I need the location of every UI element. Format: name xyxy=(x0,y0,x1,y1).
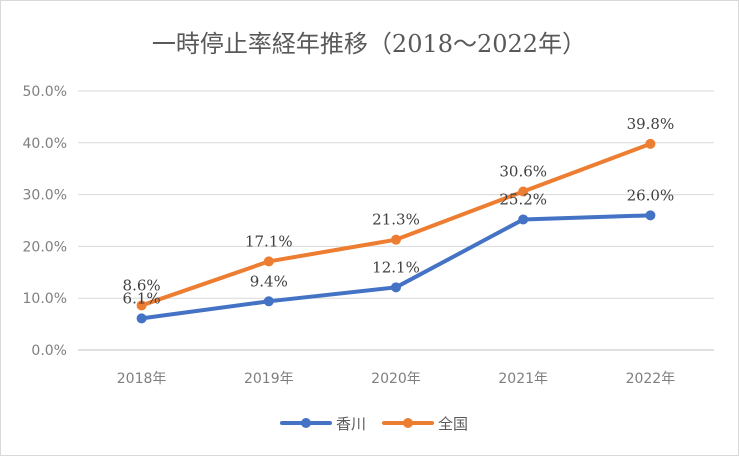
data-label-national: 39.8% xyxy=(627,115,675,133)
data-label-national: 21.3% xyxy=(372,211,420,229)
data-label-national: 30.6% xyxy=(499,162,547,180)
data-point-kagawa xyxy=(136,313,147,324)
legend: 香川 全国 xyxy=(280,415,468,433)
data-point-national xyxy=(391,234,401,245)
data-label-kagawa: 25.2% xyxy=(499,190,547,208)
x-tick-label: 2018年 xyxy=(117,371,167,387)
x-tick-label: 2020年 xyxy=(371,371,421,387)
data-label-national: 17.1% xyxy=(245,232,293,250)
x-tick-label: 2019年 xyxy=(244,371,294,387)
data-point-kagawa xyxy=(263,296,274,307)
y-tick-label: 50.0% xyxy=(23,84,67,100)
data-point-national xyxy=(136,300,147,311)
data-point-kagawa xyxy=(391,282,401,293)
data-labels: 6.1% 9.4% 12.1% 25.2% 26.0% 8.6% 17.1% 21.3% 30.… xyxy=(123,115,675,308)
x-tick-label: 2022年 xyxy=(626,371,676,387)
legend-swatch-marker-national xyxy=(403,418,413,428)
gridlines xyxy=(78,90,714,351)
data-label-kagawa: 26.0% xyxy=(627,186,675,204)
y-axis-ticks: 0.0% 10.0% 20.0% 30.0% 40.0% 50.0% xyxy=(23,84,67,359)
chart-title: 一時停止率経年推移（2018～2022年） xyxy=(152,30,586,58)
data-point-kagawa xyxy=(518,214,529,225)
data-label-national: 8.6% xyxy=(123,276,161,294)
legend-swatch-marker-kagawa xyxy=(301,418,311,428)
x-tick-label: 2021年 xyxy=(498,371,548,387)
y-tick-label: 10.0% xyxy=(23,291,67,307)
x-axis-ticks: 2018年 2019年 2020年 2021年 2022年 xyxy=(117,371,675,387)
data-label-kagawa: 12.1% xyxy=(372,258,420,276)
data-point-national xyxy=(263,256,274,267)
data-point-national xyxy=(645,138,656,149)
data-point-kagawa xyxy=(645,210,656,221)
y-tick-label: 30.0% xyxy=(23,188,67,204)
legend-label-national: 全国 xyxy=(438,415,468,433)
legend-label-kagawa: 香川 xyxy=(336,415,366,433)
y-tick-label: 40.0% xyxy=(23,136,67,152)
series-points xyxy=(136,138,656,324)
data-label-kagawa: 9.4% xyxy=(250,272,288,290)
data-point-national xyxy=(518,186,529,197)
data-label-kagawa: 6.1% xyxy=(123,289,161,307)
y-tick-label: 20.0% xyxy=(23,239,67,255)
y-tick-label: 0.0% xyxy=(31,343,67,359)
